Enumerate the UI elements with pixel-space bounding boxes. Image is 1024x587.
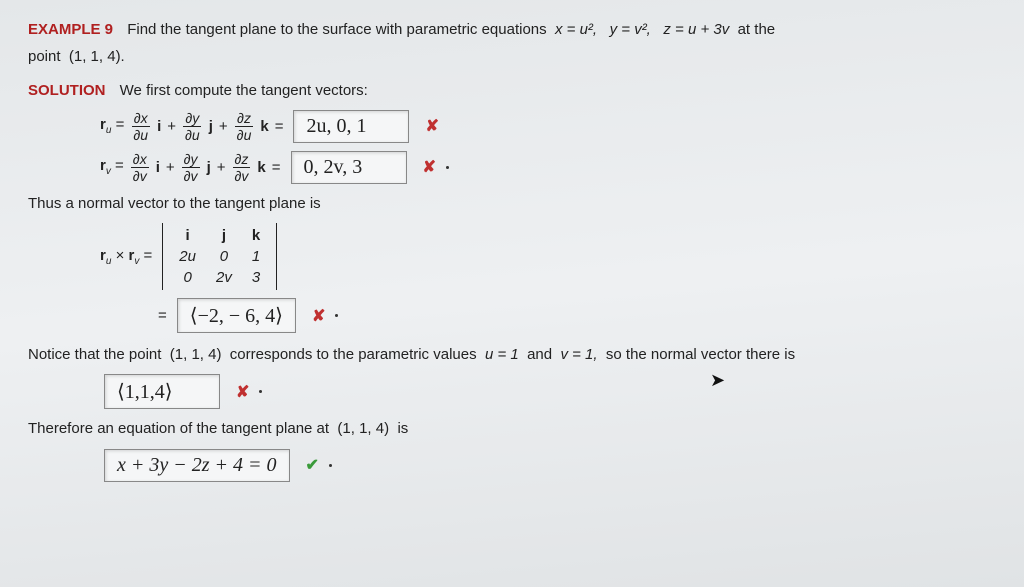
eq-z: z = u + 3v xyxy=(663,21,729,38)
rv-mark-icon: ✘ xyxy=(423,157,436,177)
plane-answer-input[interactable]: x + 3y − 2z + 4 = 0 xyxy=(104,449,290,482)
period-dot xyxy=(259,390,262,393)
ru-dx: ∂x ∂u xyxy=(131,111,150,142)
example-header-2: point (1, 1, 4). xyxy=(28,45,996,68)
eq-y: y = v², xyxy=(610,21,651,38)
ru-row: ru = ∂x ∂u i + ∂y ∂u j + ∂z ∂u k = 2u, 0… xyxy=(100,110,996,143)
example-point: (1, 1, 4). xyxy=(69,48,125,65)
rv-dx: ∂x ∂v xyxy=(131,152,149,183)
ru-mark-icon: ✘ xyxy=(425,116,438,136)
normal-intro: Thus a normal vector to the tangent plan… xyxy=(28,192,996,215)
normal-answer-row: ⟨1,1,4⟩ ✘ xyxy=(100,374,996,409)
ru-dz: ∂z ∂u xyxy=(235,111,254,142)
rv-lhs: rv = xyxy=(100,157,124,177)
cross-row: ru × rv = i j k 2u 0 1 0 2v xyxy=(100,223,996,290)
ru-answer-input[interactable]: 2u, 0, 1 xyxy=(293,110,409,143)
plane-answer-row: x + 3y − 2z + 4 = 0 ✔ xyxy=(100,449,996,482)
rv-answer-input[interactable]: 0, 2v, 3 xyxy=(291,151,407,184)
cross-result-row: = ⟨−2, − 6, 4⟩ ✘ xyxy=(158,298,996,333)
determinant: i j k 2u 0 1 0 2v 3 xyxy=(162,223,277,290)
ru-lhs: ru = xyxy=(100,116,124,136)
prompt-part-c: point xyxy=(28,48,61,65)
worked-example: EXAMPLE 9 Find the tangent plane to the … xyxy=(0,0,1024,510)
notice-line: Notice that the point (1, 1, 4) correspo… xyxy=(28,343,996,366)
normal-mark-icon: ✘ xyxy=(236,382,249,402)
solution-intro-text: We first compute the tangent vectors: xyxy=(120,82,368,99)
cross-lhs: ru × rv = xyxy=(100,247,152,267)
cross-result-eq: = xyxy=(158,307,167,324)
rv-dy: ∂y ∂v xyxy=(182,152,200,183)
cross-answer-input[interactable]: ⟨−2, − 6, 4⟩ xyxy=(177,298,296,333)
period-dot xyxy=(446,166,449,169)
prompt-part-b: at the xyxy=(738,21,776,38)
solution-intro: SOLUTION We first compute the tangent ve… xyxy=(28,79,996,102)
period-dot xyxy=(335,314,338,317)
example-header: EXAMPLE 9 Find the tangent plane to the … xyxy=(28,18,996,41)
rv-dz: ∂z ∂v xyxy=(233,152,251,183)
ru-dy: ∂y ∂u xyxy=(183,111,202,142)
therefore-line: Therefore an equation of the tangent pla… xyxy=(28,417,996,440)
example-label: EXAMPLE 9 xyxy=(28,21,113,38)
prompt-part-a: Find the tangent plane to the surface wi… xyxy=(127,21,546,38)
solution-label: SOLUTION xyxy=(28,82,106,99)
eq-x: x = u², xyxy=(555,21,597,38)
period-dot xyxy=(329,464,332,467)
normal-answer-input[interactable]: ⟨1,1,4⟩ xyxy=(104,374,220,409)
cross-mark-icon: ✘ xyxy=(312,306,325,326)
rv-row: rv = ∂x ∂v i + ∂y ∂v j + ∂z ∂v k = 0, 2v… xyxy=(100,151,996,184)
plane-mark-icon: ✔ xyxy=(306,455,319,475)
